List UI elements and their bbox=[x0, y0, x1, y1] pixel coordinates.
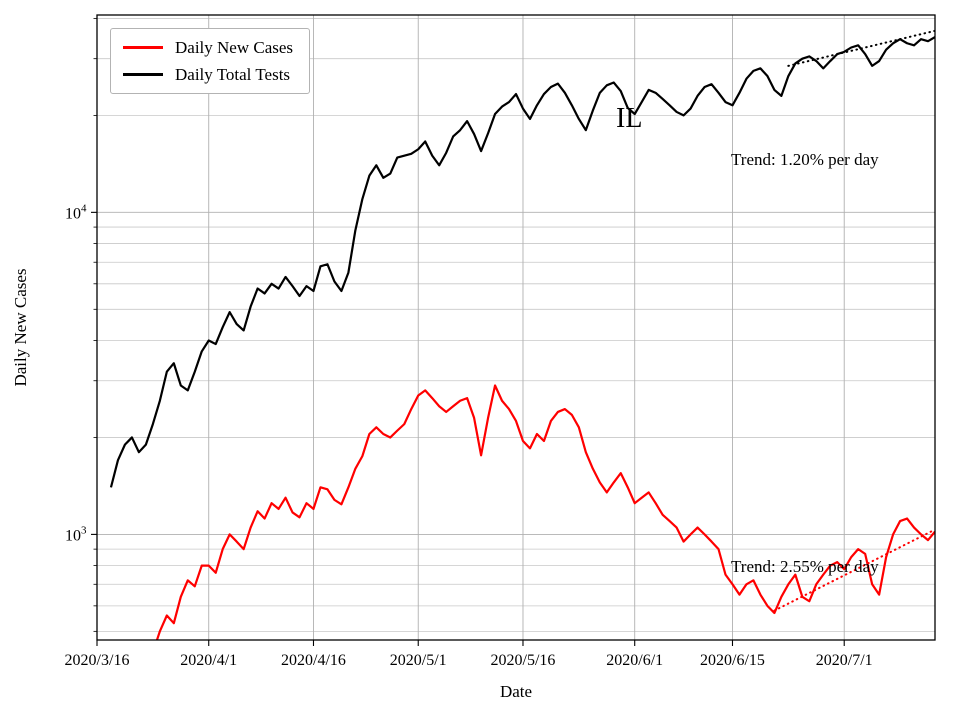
legend-entry-daily-new-cases: Daily New Cases bbox=[123, 39, 293, 56]
tests-trend-annotation: Trend: 1.20% per day bbox=[731, 150, 879, 169]
svg-text:Daily New Cases: Daily New Cases bbox=[11, 268, 30, 386]
red-line-swatch bbox=[123, 46, 163, 49]
svg-text:2020/5/16: 2020/5/16 bbox=[491, 652, 556, 669]
cases-trend-annotation: Trend: 2.55% per day bbox=[731, 557, 879, 576]
svg-text:103: 103 bbox=[65, 524, 87, 544]
legend: Daily New Cases Daily Total Tests bbox=[110, 28, 311, 94]
state-annotation: IL bbox=[616, 103, 643, 134]
svg-text:2020/7/1: 2020/7/1 bbox=[816, 652, 873, 669]
svg-text:2020/4/1: 2020/4/1 bbox=[180, 652, 237, 669]
black-line-swatch bbox=[123, 73, 163, 76]
legend-label: Daily Total Tests bbox=[175, 65, 291, 84]
svg-text:Date: Date bbox=[500, 682, 532, 701]
svg-text:2020/6/1: 2020/6/1 bbox=[606, 652, 663, 669]
svg-text:2020/3/16: 2020/3/16 bbox=[65, 652, 130, 669]
legend-label: Daily New Cases bbox=[175, 38, 294, 57]
svg-text:2020/4/16: 2020/4/16 bbox=[281, 652, 346, 669]
legend-entry-daily-total-tests: Daily Total Tests bbox=[123, 66, 293, 83]
svg-text:2020/5/1: 2020/5/1 bbox=[390, 652, 447, 669]
svg-text:2020/6/15: 2020/6/15 bbox=[700, 652, 765, 669]
svg-text:104: 104 bbox=[65, 202, 87, 222]
